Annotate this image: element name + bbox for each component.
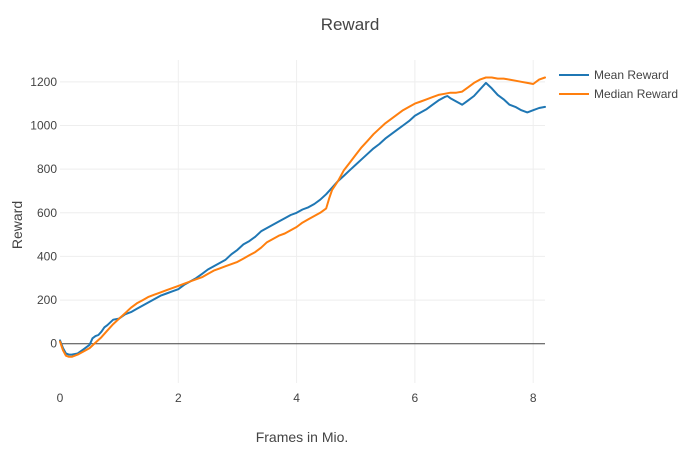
x-tick-label: 0: [57, 391, 64, 405]
axes: 0 2 4 6 8 0 200 400 600 800 1000 1200: [30, 75, 545, 405]
y-tick-label: 600: [37, 206, 57, 220]
y-tick-label: 400: [37, 249, 57, 263]
median-reward-legend-label: Median Reward: [594, 87, 678, 101]
y-tick-label: 1200: [30, 75, 57, 89]
x-tick-label: 6: [412, 391, 419, 405]
legend: Mean Reward Median Reward: [559, 68, 678, 101]
y-tick-label: 1000: [30, 118, 57, 132]
mean-reward-legend-label: Mean Reward: [594, 68, 669, 82]
y-axis-title: Reward: [9, 201, 25, 249]
chart-title: Reward: [321, 15, 380, 34]
x-tick-label: 4: [293, 391, 300, 405]
x-tick-label: 2: [175, 391, 182, 405]
median-reward-line: [59, 76, 546, 358]
y-tick-label: 200: [37, 293, 57, 307]
x-axis-title: Frames in Mio.: [256, 429, 349, 445]
x-tick-label: 8: [530, 391, 537, 405]
y-tick-label: 0: [50, 337, 57, 351]
mean-reward-line: [59, 81, 546, 356]
y-tick-label: 800: [37, 162, 57, 176]
series-lines: [59, 76, 546, 358]
